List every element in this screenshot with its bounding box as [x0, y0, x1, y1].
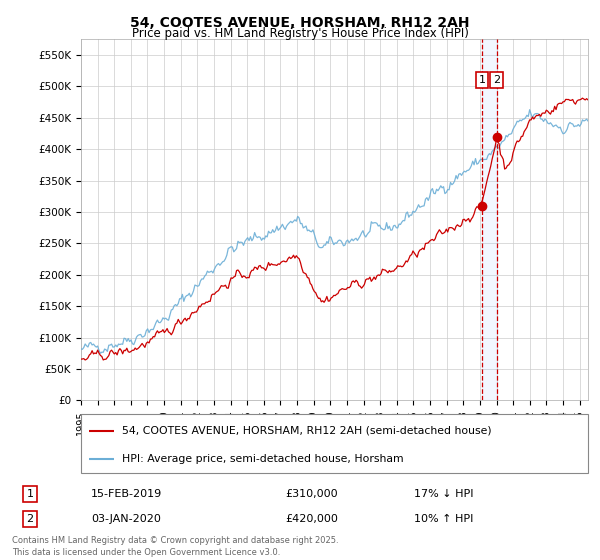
Text: HPI: Average price, semi-detached house, Horsham: HPI: Average price, semi-detached house,…: [122, 454, 403, 464]
Text: Contains HM Land Registry data © Crown copyright and database right 2025.
This d: Contains HM Land Registry data © Crown c…: [12, 536, 338, 557]
Text: Price paid vs. HM Land Registry's House Price Index (HPI): Price paid vs. HM Land Registry's House …: [131, 27, 469, 40]
Text: 54, COOTES AVENUE, HORSHAM, RH12 2AH: 54, COOTES AVENUE, HORSHAM, RH12 2AH: [130, 16, 470, 30]
Text: 15-FEB-2019: 15-FEB-2019: [91, 489, 161, 499]
Text: 17% ↓ HPI: 17% ↓ HPI: [414, 489, 474, 499]
Text: 1: 1: [478, 75, 485, 85]
Text: 2: 2: [493, 75, 500, 85]
Text: 54, COOTES AVENUE, HORSHAM, RH12 2AH (semi-detached house): 54, COOTES AVENUE, HORSHAM, RH12 2AH (se…: [122, 426, 491, 436]
Text: 03-JAN-2020: 03-JAN-2020: [91, 514, 161, 524]
Text: 10% ↑ HPI: 10% ↑ HPI: [415, 514, 473, 524]
Text: £310,000: £310,000: [286, 489, 338, 499]
Text: 1: 1: [26, 489, 34, 499]
Text: £420,000: £420,000: [286, 514, 338, 524]
Bar: [482, 39, 497, 400]
Text: 2: 2: [26, 514, 34, 524]
FancyBboxPatch shape: [81, 414, 588, 473]
